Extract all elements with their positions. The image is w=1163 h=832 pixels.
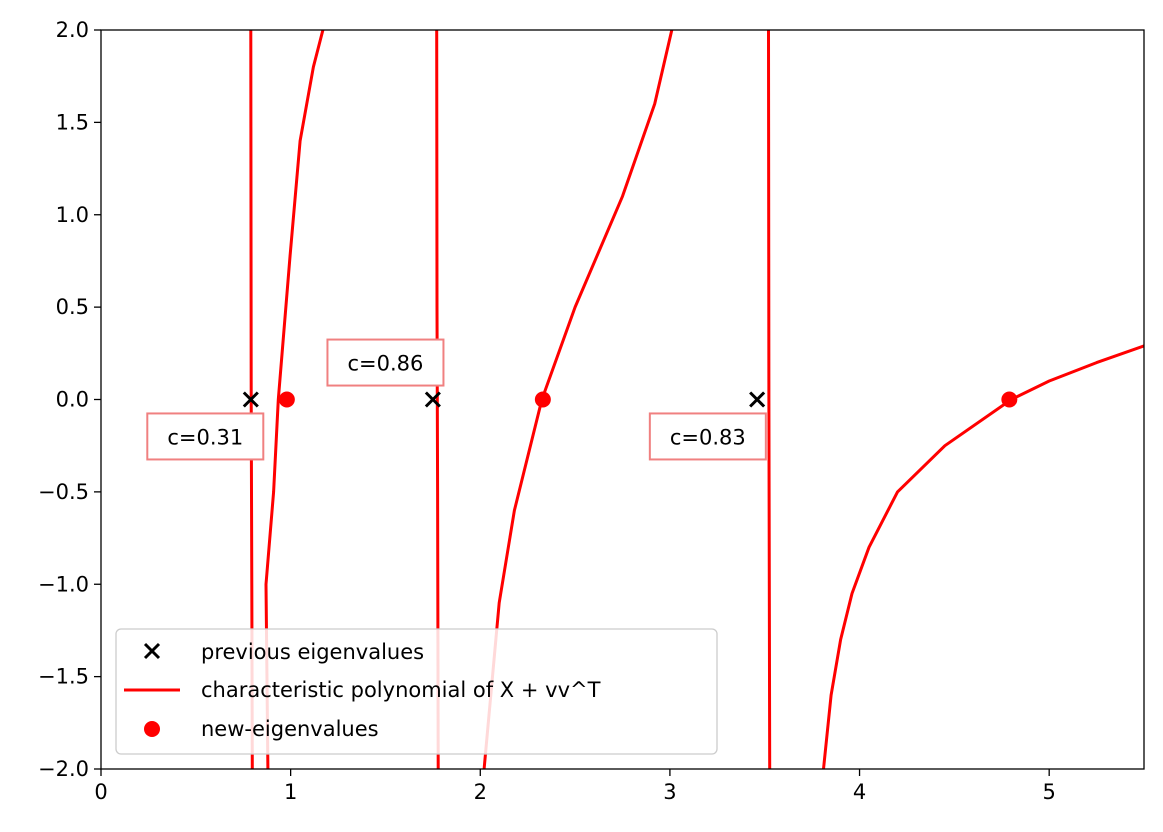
previous-eigenvalue-marker xyxy=(424,391,441,408)
previous-eigenvalue-marker xyxy=(242,391,259,408)
polynomial-branch xyxy=(822,344,1144,769)
annotation-label: c=0.86 xyxy=(348,352,424,376)
polynomial-branch xyxy=(482,30,674,769)
legend-label-new-eigenvalues: new-eigenvalues xyxy=(201,717,379,741)
annotation-box xyxy=(146,412,265,461)
y-tick-label: −1.5 xyxy=(38,665,89,689)
y-tick-label: 0.0 xyxy=(56,388,89,412)
x-tick-label: 0 xyxy=(94,780,107,804)
y-tick-label: −2.0 xyxy=(38,757,89,781)
x-tick-label: 2 xyxy=(474,780,487,804)
legend: previous eigenvalues characteristic poly… xyxy=(115,628,718,755)
x-tick-label: 4 xyxy=(853,780,866,804)
legend-box xyxy=(115,628,718,755)
polynomial-branch xyxy=(264,30,325,769)
plot-area xyxy=(242,30,1144,769)
x-tick-label: 1 xyxy=(284,780,297,804)
y-axis: 2.0 1.5 1.0 0.5 0.0 −0.5 −1.0 −1.5 −2.0 xyxy=(38,18,101,781)
annotation-box xyxy=(648,412,767,461)
annotation-label: c=0.83 xyxy=(670,425,746,449)
legend-label-characteristic-polynomial: characteristic polynomial of X + vv^T xyxy=(201,678,601,702)
annotation-box xyxy=(326,338,445,387)
y-tick-label: −1.0 xyxy=(38,572,89,596)
y-tick-label: 1.5 xyxy=(56,110,89,134)
y-tick-label: −0.5 xyxy=(38,480,89,504)
x-tick-label: 3 xyxy=(663,780,676,804)
annotation-label: c=0.31 xyxy=(167,425,243,449)
polynomial-branch xyxy=(767,30,772,769)
legend-marker-previous-eigenvalues xyxy=(143,642,161,660)
annotations: c=0.31 c=0.86 c=0.83 xyxy=(146,338,767,461)
new-eigenvalue-marker xyxy=(278,391,295,408)
new-eigenvalue-marker xyxy=(1001,391,1018,408)
legend-marker-new-eigenvalues xyxy=(144,721,160,737)
previous-eigenvalue-marker xyxy=(749,391,766,408)
y-tick-label: 1.0 xyxy=(56,203,89,227)
y-tick-label: 0.5 xyxy=(56,295,89,319)
x-tick-label: 5 xyxy=(1042,780,1055,804)
y-tick-label: 2.0 xyxy=(56,18,89,42)
legend-label-previous-eigenvalues: previous eigenvalues xyxy=(201,640,424,664)
new-eigenvalue-marker xyxy=(534,391,551,408)
x-axis: 0 1 2 3 4 5 xyxy=(94,769,1056,804)
